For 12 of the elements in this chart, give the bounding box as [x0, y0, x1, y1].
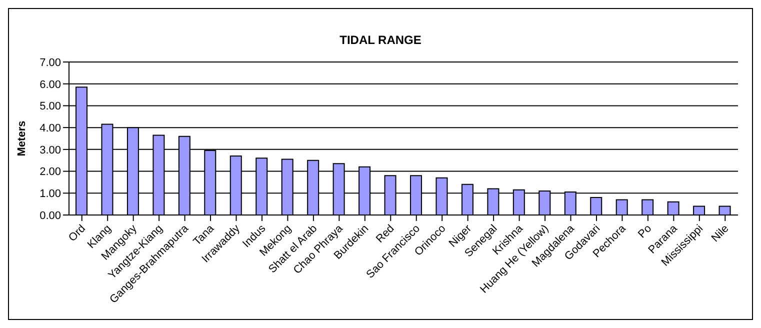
- y-tick-label: 5.00: [40, 100, 61, 113]
- x-tick-label: Ord: [66, 222, 88, 244]
- y-tick-label: 1.00: [40, 188, 61, 200]
- y-tick-label: 7.00: [40, 56, 61, 69]
- y-tick-label: 6.00: [40, 78, 61, 91]
- y-tick-label: 0.00: [40, 210, 61, 222]
- chart-title: TIDAL RANGE: [338, 33, 422, 47]
- y-tick-label: 2.00: [40, 166, 61, 178]
- y-tick-label: 3.00: [40, 144, 61, 156]
- x-tick-label: Nile: [709, 222, 732, 245]
- y-tick-label: 4.00: [40, 122, 61, 134]
- y-axis-title: Meters: [16, 120, 28, 156]
